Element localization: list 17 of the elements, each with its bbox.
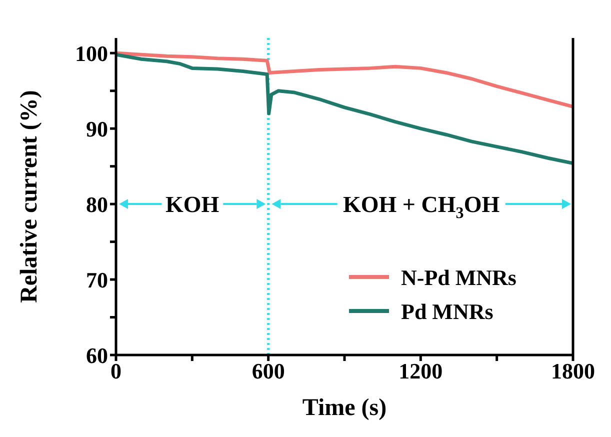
x-tick-label: 0 [110, 358, 122, 384]
legend-label: Pd MNRs [401, 299, 494, 324]
x-tick-label: 1200 [398, 358, 443, 384]
y-tick-label: 100 [75, 40, 108, 66]
line-series [116, 52, 573, 166]
y-tick-label: 80 [86, 192, 108, 217]
x-tick-label: 600 [252, 358, 285, 384]
line-series [116, 51, 573, 108]
y-tick-label: 90 [86, 116, 108, 142]
y-tick-label: 70 [86, 267, 108, 292]
legend-label: N-Pd MNRs [401, 265, 517, 290]
x-tick-label: 1800 [551, 358, 595, 384]
y-axis-title: Relative current (%) [16, 90, 43, 303]
annotation: KOH [165, 192, 220, 217]
y-tick-label: 60 [86, 342, 108, 368]
x-axis-title: Time (s) [302, 395, 387, 421]
annotation: KOH + CH$_{3}$OH [343, 192, 500, 222]
